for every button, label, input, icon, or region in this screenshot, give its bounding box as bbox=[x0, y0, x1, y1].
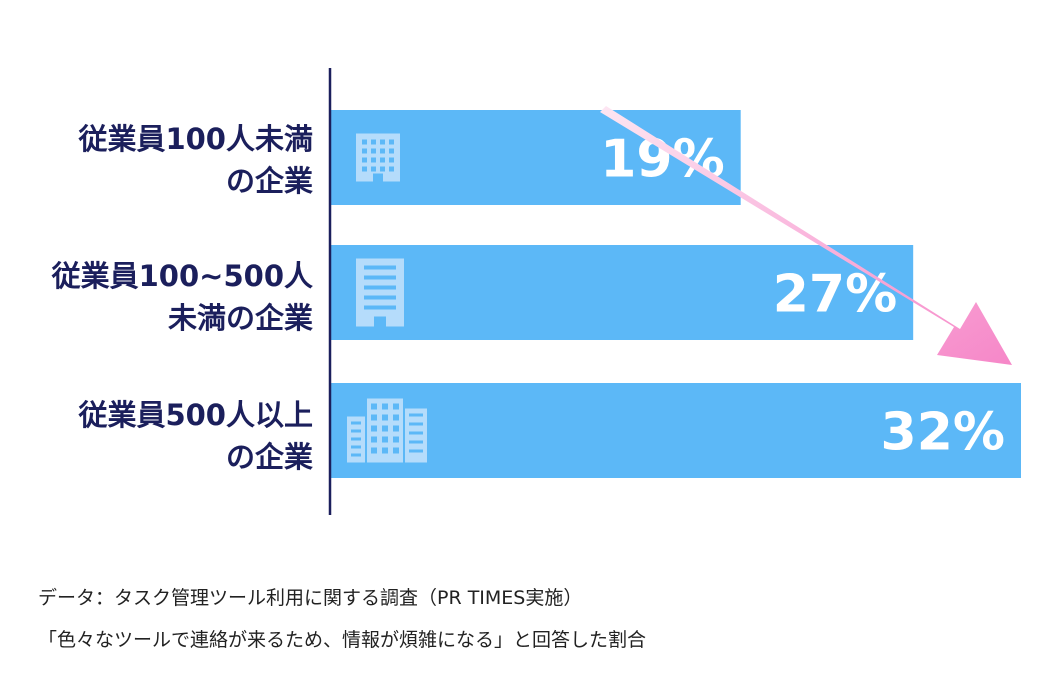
small-building-icon bbox=[356, 133, 400, 182]
category-label-500-plus: 従業員500人以上 の企業 bbox=[78, 398, 313, 474]
bar-value-label-1: 19% bbox=[600, 130, 724, 190]
medium-building-icon bbox=[356, 258, 404, 327]
bar-value-label-2: 27% bbox=[773, 265, 897, 325]
trend-arrow bbox=[600, 106, 1012, 365]
large-building-icon bbox=[347, 398, 427, 463]
category-label-100-to-500: 従業員100~500人 未満の企業 bbox=[51, 259, 313, 335]
category-label-under-100: 従業員100人未満 の企業 bbox=[78, 122, 313, 198]
bar-3 bbox=[331, 383, 1021, 478]
source-note: データ：タスク管理ツール利用に関する調査（PR TIMES実施） bbox=[38, 587, 583, 609]
bar-value-label-3: 32% bbox=[881, 403, 1005, 463]
question-note: 「色々なツールで連絡が来るため、情報が煩雑になる」と回答した割合 bbox=[38, 629, 647, 651]
bar-2 bbox=[331, 245, 914, 340]
